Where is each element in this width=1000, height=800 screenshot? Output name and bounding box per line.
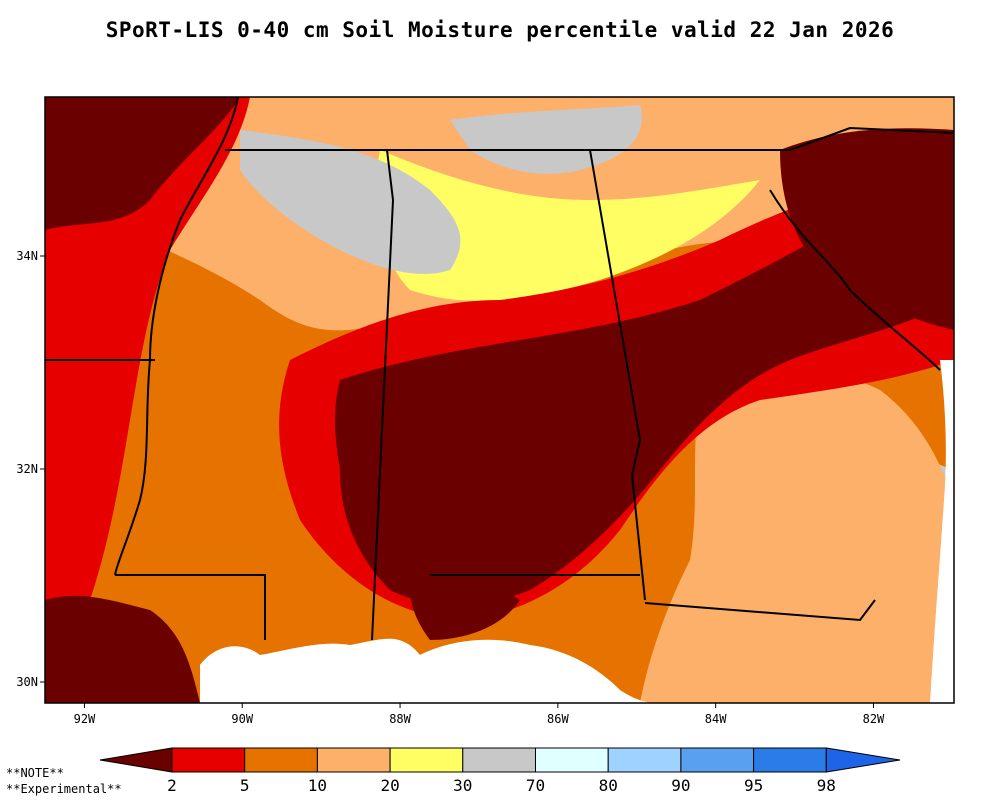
colorbar-box [462, 747, 536, 773]
lat-tick-label: 32N [16, 462, 38, 476]
colorbar-box [607, 747, 682, 773]
colorbar-label: 5 [240, 776, 250, 795]
boundary-ga-fl [644, 599, 876, 622]
field-gray-al [450, 105, 642, 174]
colorbar-box [316, 747, 391, 773]
plot-frame [44, 96, 955, 704]
colorbar-label: 2 [167, 776, 177, 795]
colorbar-label: 98 [817, 776, 836, 795]
colorbar-low-arrow [99, 747, 173, 773]
field-darkred-coast [409, 576, 520, 640]
data-field [45, 97, 954, 703]
field-lightorange-se [640, 371, 954, 703]
colorbar-box [535, 747, 609, 773]
lon-tick-label: 88W [389, 712, 411, 726]
colorbar-box [244, 747, 318, 773]
boundary-ms-al [371, 149, 395, 641]
boundary-ga-nc-sc [789, 126, 955, 151]
field-darkred-ga [780, 128, 954, 330]
lon-tick-label: 86W [547, 712, 569, 726]
colorbar-label: 20 [380, 776, 399, 795]
lon-tick-label: 92W [74, 712, 96, 726]
atlantic-water [930, 360, 954, 703]
field-red-west [45, 97, 250, 703]
colorbar-box [171, 747, 246, 773]
colorbar-label: 80 [599, 776, 618, 795]
map-axes: 92W 90W 88W 86W 84W 82W 34N 32N 30N [16, 249, 885, 726]
colorbar-label: 70 [526, 776, 545, 795]
colorbar-high-arrow [825, 747, 901, 773]
state-boundaries [45, 96, 955, 641]
colorbar-box [680, 747, 755, 773]
field-yellow [376, 150, 760, 301]
field-darkred-nw [45, 97, 240, 230]
boundary-ga-sc [769, 189, 941, 371]
gulf-water [200, 638, 660, 703]
colorbar-box [389, 747, 464, 773]
map-title: SPoRT-LIS 0-40 cm Soil Moisture percenti… [105, 18, 895, 42]
boundary-ms-la [115, 574, 266, 640]
note-label: **NOTE** [6, 766, 64, 780]
lat-tick-label: 34N [16, 249, 38, 263]
field-darkred-sw [45, 595, 200, 703]
lon-tick-label: 82W [863, 712, 885, 726]
colorbar-label: 95 [744, 776, 763, 795]
boundary-al-ga [589, 149, 646, 601]
legend-colorbar: 2 5 10 20 30 70 80 90 95 98 [99, 747, 901, 795]
lon-tick-label: 90W [231, 712, 253, 726]
field-darkred-core [335, 180, 954, 605]
colorbar-box [753, 747, 827, 773]
lat-tick-label: 30N [16, 675, 38, 689]
colorbar-label: 10 [308, 776, 327, 795]
colorbar-label: 90 [671, 776, 690, 795]
mississippi-river [114, 96, 239, 576]
field-gray-north [240, 130, 461, 274]
colorbar-label: 30 [453, 776, 472, 795]
lon-tick-label: 84W [705, 712, 727, 726]
experimental-label: **Experimental** [6, 782, 122, 796]
